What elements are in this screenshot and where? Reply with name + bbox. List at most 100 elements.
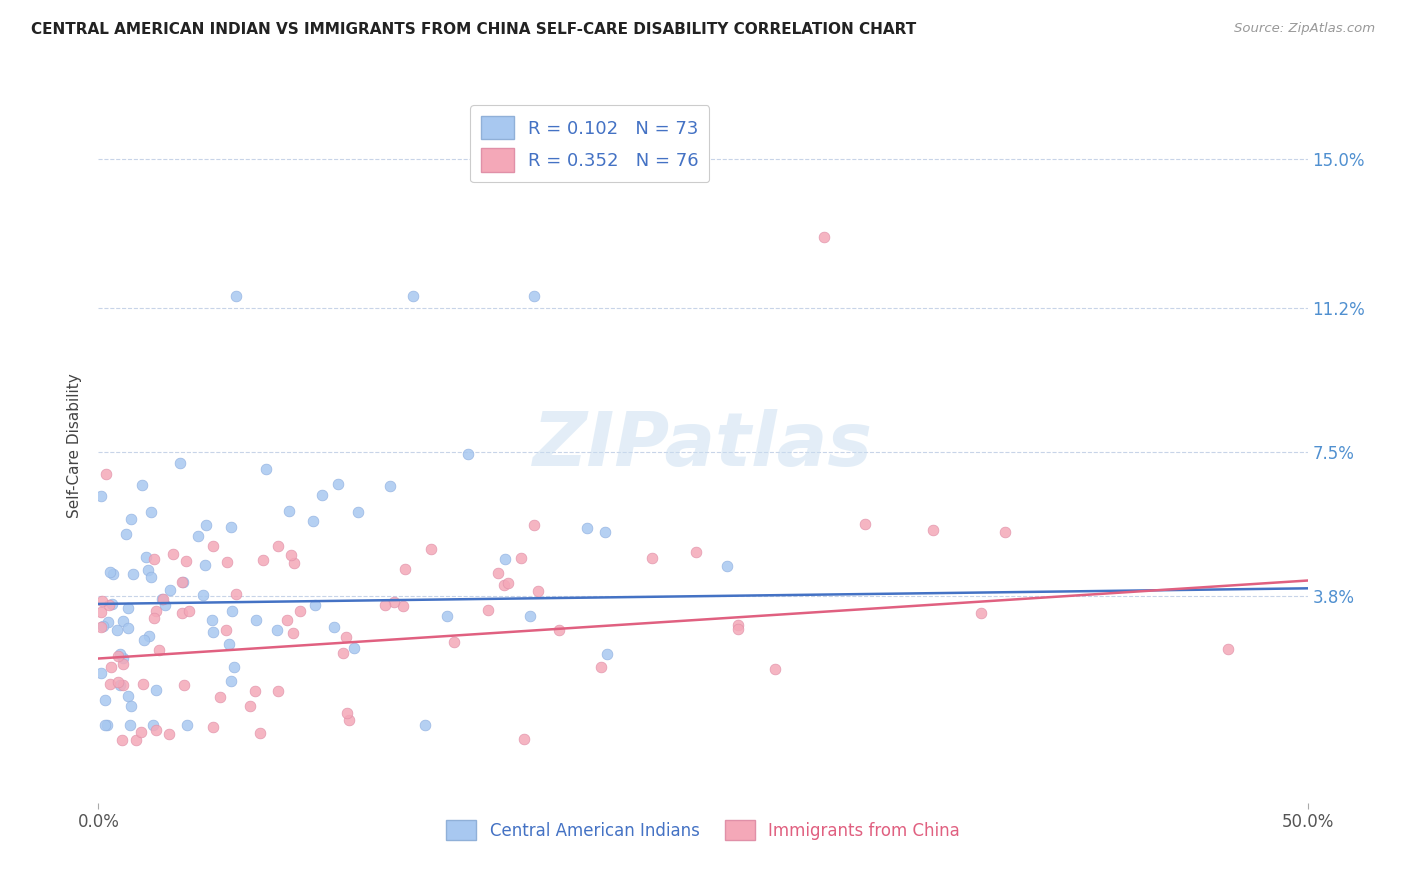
Point (112, 651, 135, 665)
Point (641, 551, 664, 566)
Point (576, 521, 599, 535)
Point (267, 684, 290, 698)
Point (90, 489, 112, 503)
Point (142, 552, 165, 566)
Point (243, 684, 266, 698)
Point (111, 678, 134, 692)
Point (765, 662, 787, 676)
Point (139, 570, 162, 584)
Point (177, 604, 200, 618)
Y-axis label: Self-Care Disability: Self-Care Disability (67, 374, 83, 518)
Point (413, 718, 436, 732)
Point (194, 558, 217, 573)
Point (513, 731, 536, 746)
Point (343, 640, 366, 655)
Point (170, 606, 193, 620)
Point (148, 643, 170, 657)
Point (596, 647, 619, 661)
Point (477, 602, 499, 616)
Point (685, 545, 707, 559)
Point (283, 556, 305, 570)
Point (548, 623, 571, 637)
Point (103, 566, 125, 581)
Point (589, 660, 612, 674)
Point (174, 554, 197, 568)
Point (436, 608, 458, 623)
Point (145, 682, 167, 697)
Point (593, 524, 616, 539)
Point (97, 615, 120, 629)
Point (496, 576, 519, 591)
Point (335, 706, 357, 720)
Point (169, 456, 191, 470)
Point (125, 733, 148, 747)
Point (98, 565, 121, 579)
Point (519, 609, 541, 624)
Point (239, 699, 262, 714)
Point (107, 648, 129, 663)
Point (419, 541, 441, 556)
Point (129, 725, 152, 739)
Point (311, 488, 333, 502)
Point (523, 289, 546, 303)
Point (457, 447, 479, 461)
Point (252, 553, 274, 567)
Point (112, 614, 135, 628)
Point (93, 619, 115, 633)
Point (276, 614, 298, 628)
Point (159, 582, 181, 597)
Point (249, 725, 271, 739)
Point (304, 599, 326, 613)
Point (527, 584, 550, 599)
Point (394, 562, 416, 576)
Point (209, 690, 232, 705)
Point (195, 517, 218, 532)
Point (494, 578, 516, 592)
Point (117, 621, 139, 635)
Point (245, 613, 267, 627)
Point (193, 588, 215, 602)
Point (281, 626, 304, 640)
Point (117, 689, 139, 703)
Point (443, 635, 465, 649)
Point (94, 718, 117, 732)
Point (152, 592, 174, 607)
Point (111, 733, 134, 747)
Point (94, 693, 117, 707)
Point (266, 623, 288, 637)
Point (98, 677, 121, 691)
Point (218, 637, 240, 651)
Point (105, 623, 128, 637)
Point (969, 606, 991, 620)
Point (96, 718, 118, 732)
Point (224, 659, 246, 673)
Point (97, 598, 120, 612)
Point (90, 605, 112, 619)
Point (254, 461, 277, 475)
Point (382, 594, 405, 608)
Point (402, 289, 425, 303)
Point (110, 647, 132, 661)
Point (374, 599, 396, 613)
Point (225, 587, 247, 601)
Point (215, 555, 238, 569)
Point (219, 520, 242, 534)
Point (219, 673, 242, 688)
Point (523, 518, 546, 533)
Point (135, 549, 157, 564)
Point (1216, 641, 1239, 656)
Point (716, 559, 738, 574)
Point (853, 517, 876, 532)
Point (509, 551, 531, 566)
Point (392, 599, 415, 613)
Point (139, 505, 162, 519)
Point (131, 478, 153, 492)
Point (322, 620, 344, 634)
Point (153, 598, 176, 612)
Point (288, 603, 311, 617)
Point (110, 678, 132, 692)
Point (114, 527, 136, 541)
Point (337, 713, 360, 727)
Point (346, 505, 368, 519)
Point (90, 666, 112, 681)
